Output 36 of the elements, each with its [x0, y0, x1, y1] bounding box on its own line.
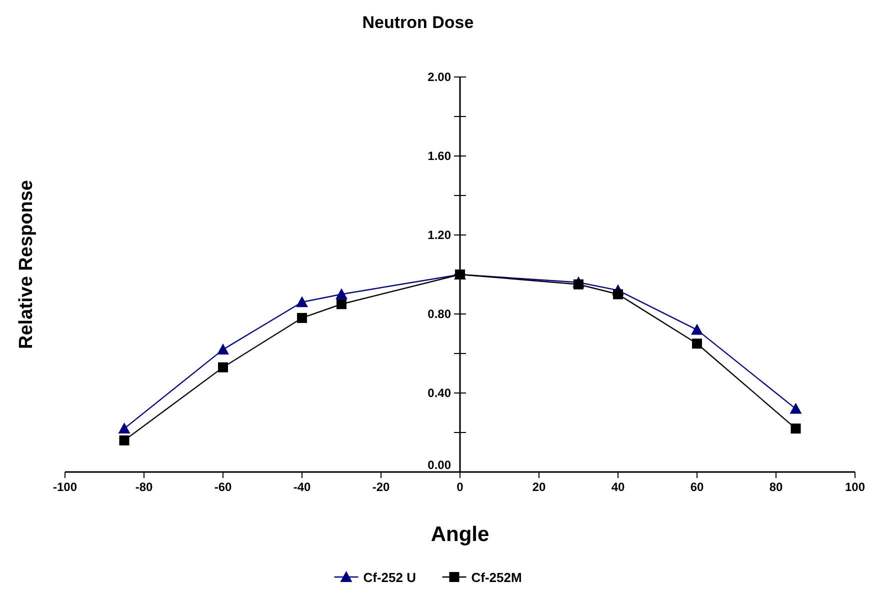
legend-label: Cf-252 U	[363, 570, 416, 585]
point	[790, 424, 801, 434]
legend-label: Cf-252M	[471, 570, 522, 585]
x-tick-label: 60	[690, 480, 704, 494]
point	[336, 299, 346, 310]
x-tick-label: 40	[611, 480, 625, 494]
x-tick-label: 100	[844, 480, 866, 494]
point	[691, 324, 703, 335]
x-tick-label: -60	[214, 480, 232, 494]
x-tick-label: 20	[532, 480, 546, 494]
point	[118, 422, 130, 434]
x-tick-label: -80	[135, 480, 153, 494]
y-axis-title: Relative Response	[16, 180, 37, 349]
point	[790, 402, 802, 414]
chart-title: Neutron Dose	[362, 13, 474, 32]
y-tick-label: 0.80	[428, 307, 452, 321]
y-tick-label: 2.00	[428, 70, 452, 84]
x-tick-label: 0	[456, 480, 464, 494]
point	[692, 338, 702, 349]
point	[336, 288, 348, 300]
y-tick-label: 1.60	[428, 149, 452, 163]
x-tick-label: 80	[769, 480, 783, 494]
point	[574, 279, 584, 290]
point	[217, 344, 229, 355]
point	[218, 362, 228, 372]
y-tick-label: 0.00	[428, 458, 452, 472]
x-tick-label: -100	[52, 480, 78, 494]
y-tick-label: 0.40	[428, 386, 452, 400]
y-tick-label: 1.20	[428, 228, 452, 242]
point	[119, 435, 130, 446]
x-axis-title: Angle	[430, 523, 490, 546]
point	[297, 312, 307, 323]
x-tick-label: -20	[372, 480, 390, 494]
point	[613, 289, 623, 300]
x-tick-label: -40	[293, 480, 311, 494]
point	[296, 296, 308, 308]
